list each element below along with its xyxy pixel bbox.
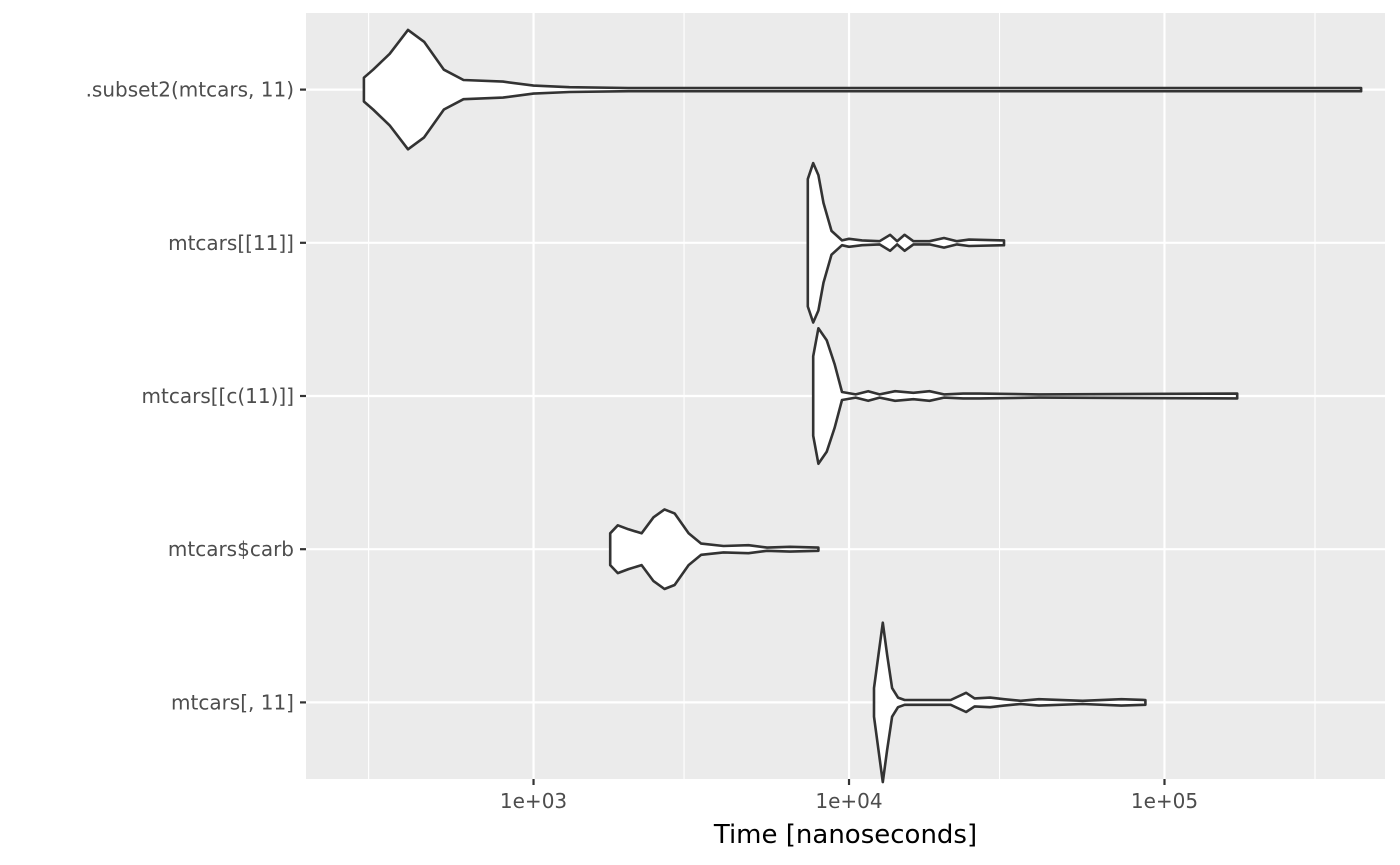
y-tick-label-4: mtcars[, 11] bbox=[171, 690, 294, 714]
violin-0 bbox=[362, 28, 1363, 151]
x-tick-label-2: 1e+05 bbox=[1131, 789, 1198, 813]
violin-3 bbox=[608, 508, 820, 591]
x-axis: 1e+03 1e+04 1e+05 bbox=[500, 779, 1198, 813]
violin-1 bbox=[806, 161, 1006, 324]
x-tick-label-0: 1e+03 bbox=[500, 789, 567, 813]
y-tick-label-0: .subset2(mtcars, 11) bbox=[86, 78, 294, 102]
x-axis-title: Time [nanoseconds] bbox=[713, 820, 977, 850]
y-tick-label-3: mtcars$carb bbox=[168, 537, 294, 561]
y-tick-label-1: mtcars[[11]] bbox=[168, 231, 294, 255]
x-tick-label-1: 1e+04 bbox=[815, 789, 882, 813]
violin-2 bbox=[811, 327, 1239, 465]
y-tick-label-2: mtcars[[c(11)]] bbox=[142, 384, 294, 408]
violins bbox=[362, 28, 1363, 784]
y-axis: .subset2(mtcars, 11) mtcars[[11]] mtcars[[… bbox=[86, 78, 306, 714]
violin-4 bbox=[872, 621, 1147, 784]
